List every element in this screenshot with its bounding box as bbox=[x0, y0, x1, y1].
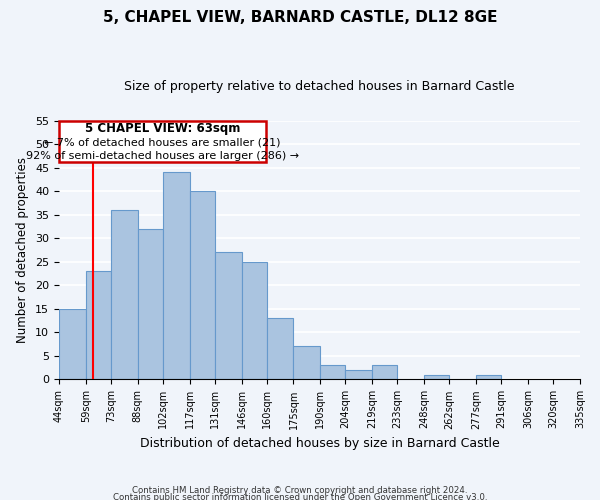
Bar bbox=[190, 191, 215, 380]
Text: 5 CHAPEL VIEW: 63sqm: 5 CHAPEL VIEW: 63sqm bbox=[85, 122, 241, 135]
Bar bbox=[320, 366, 346, 380]
Text: ← 7% of detached houses are smaller (21): ← 7% of detached houses are smaller (21) bbox=[44, 138, 281, 147]
Bar bbox=[266, 318, 293, 380]
FancyBboxPatch shape bbox=[59, 122, 266, 162]
Title: Size of property relative to detached houses in Barnard Castle: Size of property relative to detached ho… bbox=[124, 80, 515, 93]
Text: 5, CHAPEL VIEW, BARNARD CASTLE, DL12 8GE: 5, CHAPEL VIEW, BARNARD CASTLE, DL12 8GE bbox=[103, 10, 497, 25]
X-axis label: Distribution of detached houses by size in Barnard Castle: Distribution of detached houses by size … bbox=[140, 437, 499, 450]
Bar bbox=[59, 309, 86, 380]
Bar bbox=[111, 210, 137, 380]
Bar bbox=[86, 271, 111, 380]
Text: Contains HM Land Registry data © Crown copyright and database right 2024.: Contains HM Land Registry data © Crown c… bbox=[132, 486, 468, 495]
Bar bbox=[137, 229, 163, 380]
Bar bbox=[424, 374, 449, 380]
Bar bbox=[372, 366, 397, 380]
Bar bbox=[242, 262, 266, 380]
Bar bbox=[476, 374, 501, 380]
Bar bbox=[346, 370, 372, 380]
Bar bbox=[215, 252, 242, 380]
Bar bbox=[293, 346, 320, 380]
Text: Contains public sector information licensed under the Open Government Licence v3: Contains public sector information licen… bbox=[113, 494, 487, 500]
Text: 92% of semi-detached houses are larger (286) →: 92% of semi-detached houses are larger (… bbox=[26, 151, 299, 161]
Bar bbox=[163, 172, 190, 380]
Y-axis label: Number of detached properties: Number of detached properties bbox=[16, 157, 29, 343]
